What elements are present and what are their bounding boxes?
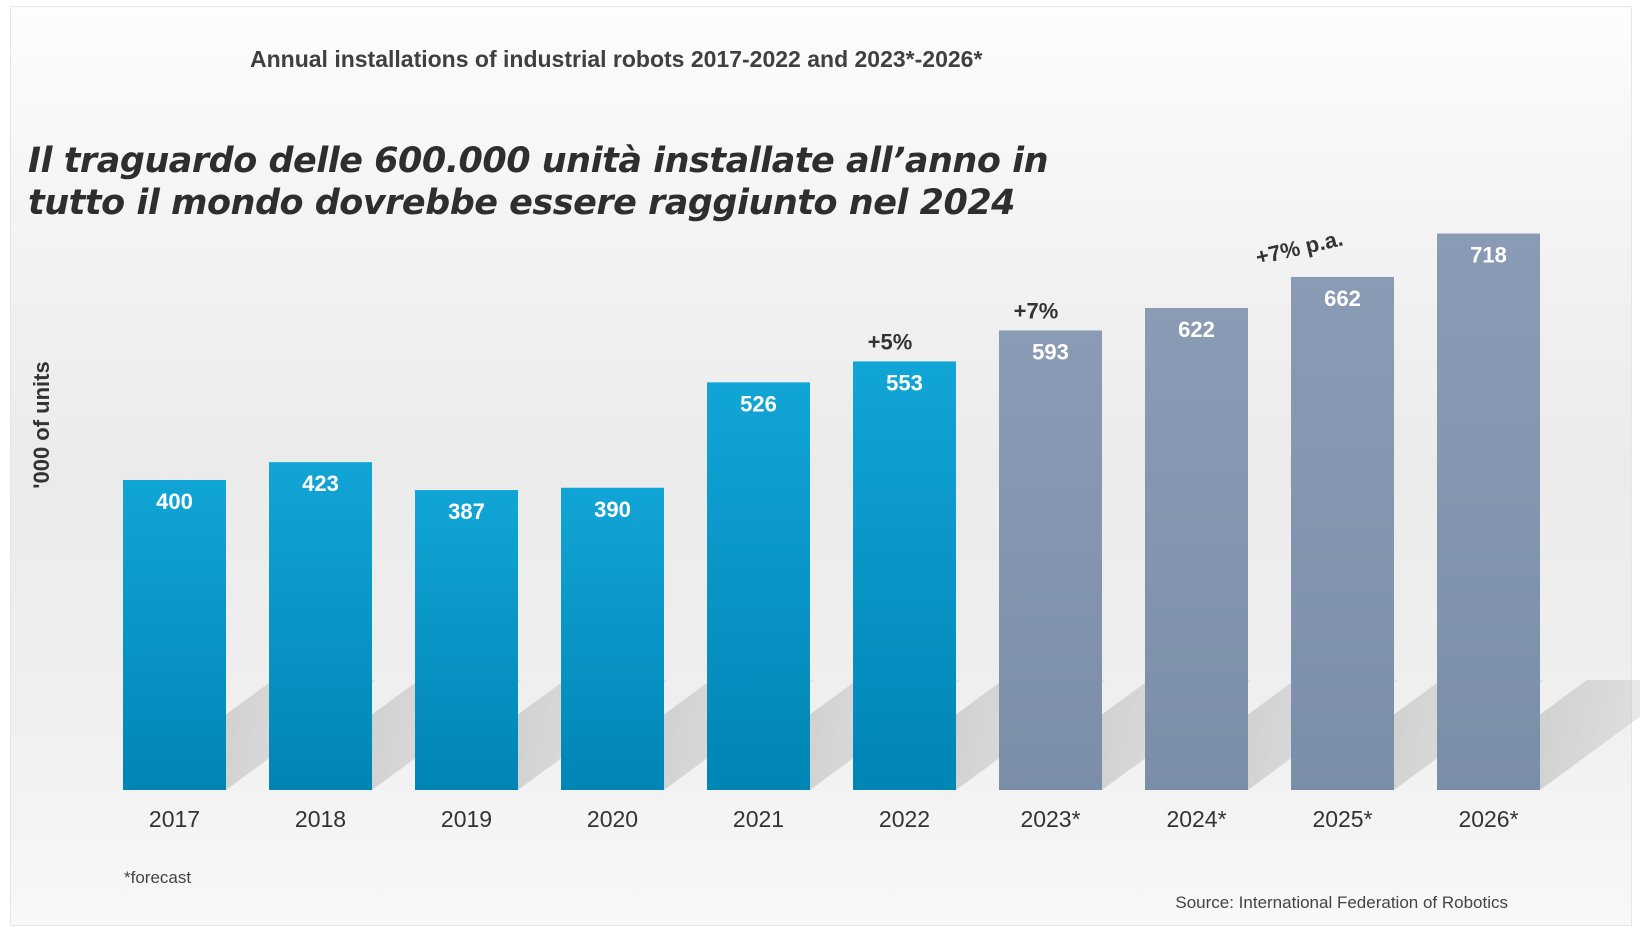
- annotation-label: +7%: [1014, 298, 1059, 323]
- value-label: 622: [1178, 317, 1215, 342]
- value-label: 423: [302, 471, 339, 496]
- bar-2023-forecast: [999, 330, 1102, 790]
- bar-2025-forecast: [1291, 276, 1394, 790]
- x-tick-label: 2025*: [1312, 806, 1372, 832]
- value-labels: 400 423 387 390 526 553 593 622 662 718: [156, 243, 1507, 525]
- x-tick-label: 2021: [733, 806, 784, 832]
- value-label: 400: [156, 489, 193, 514]
- x-tick-label: 2017: [149, 806, 200, 832]
- x-tick-label: 2022: [879, 806, 930, 832]
- bar-2018: [269, 462, 372, 790]
- bar-2021: [707, 382, 810, 790]
- growth-annotations: +5% +7% +7% p.a.: [868, 225, 1346, 354]
- bar-2024-forecast: [1145, 307, 1248, 790]
- value-label: 553: [886, 370, 923, 395]
- value-label: 387: [448, 499, 485, 524]
- bar-2017: [123, 480, 226, 790]
- bar-2020: [561, 487, 664, 790]
- value-label: 390: [594, 497, 631, 522]
- annotation-label: +7% p.a.: [1253, 225, 1345, 269]
- x-tick-label: 2020: [587, 806, 638, 832]
- headline-line-2: tutto il mondo dovrebbe essere raggiunto…: [28, 183, 1016, 223]
- annotation-label: +5%: [868, 329, 913, 354]
- x-tick-label: 2024*: [1166, 806, 1226, 832]
- value-label: 593: [1032, 339, 1069, 364]
- chart-title: Annual installations of industrial robot…: [250, 46, 983, 72]
- source-note: Source: International Federation of Robo…: [1175, 893, 1508, 912]
- value-label: 718: [1470, 243, 1507, 268]
- forecast-footnote: *forecast: [124, 868, 192, 887]
- headline-line-1: Il traguardo delle 600.000 unità install…: [28, 141, 1049, 181]
- x-tick-label: 2018: [295, 806, 346, 832]
- headline: Il traguardo delle 600.000 unità install…: [28, 140, 1049, 224]
- x-tick-label: 2023*: [1020, 806, 1080, 832]
- bars: [123, 233, 1540, 791]
- x-tick-label: 2026*: [1458, 806, 1518, 832]
- bar-2019: [415, 490, 518, 790]
- value-label: 662: [1324, 286, 1361, 311]
- bar-2022: [853, 361, 956, 790]
- value-label: 526: [740, 391, 777, 416]
- x-tick-label: 2019: [441, 806, 492, 832]
- x-axis-tick-labels: 2017 2018 2019 2020 2021 2022 2023* 2024* 2025* 2…: [149, 806, 1519, 832]
- bar-2026-forecast: [1437, 233, 1540, 791]
